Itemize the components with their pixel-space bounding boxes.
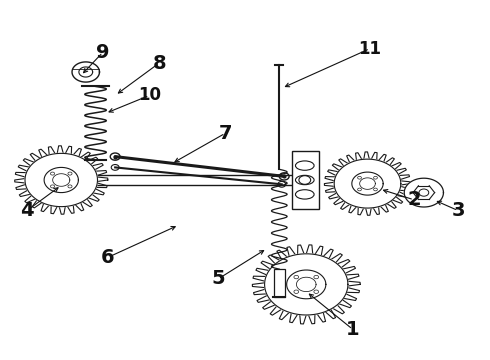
Polygon shape	[15, 146, 108, 214]
Polygon shape	[44, 167, 78, 193]
Text: 9: 9	[96, 43, 110, 62]
Text: 4: 4	[20, 201, 34, 220]
Polygon shape	[64, 175, 304, 185]
Text: 2: 2	[407, 190, 421, 209]
Polygon shape	[352, 172, 383, 195]
Text: 6: 6	[101, 248, 115, 267]
Text: 5: 5	[211, 270, 225, 288]
Polygon shape	[404, 178, 443, 207]
Text: 10: 10	[138, 86, 161, 104]
Polygon shape	[334, 159, 401, 208]
Polygon shape	[252, 245, 360, 324]
Text: 7: 7	[219, 124, 232, 143]
Bar	[292, 151, 319, 209]
Text: 1: 1	[346, 320, 360, 339]
Polygon shape	[265, 254, 348, 315]
Polygon shape	[287, 270, 326, 299]
Text: 3: 3	[451, 201, 465, 220]
Polygon shape	[25, 153, 98, 207]
Bar	[274, 269, 285, 297]
Polygon shape	[72, 62, 99, 82]
Text: 8: 8	[152, 54, 166, 72]
Text: 11: 11	[359, 40, 381, 58]
Polygon shape	[324, 152, 411, 215]
